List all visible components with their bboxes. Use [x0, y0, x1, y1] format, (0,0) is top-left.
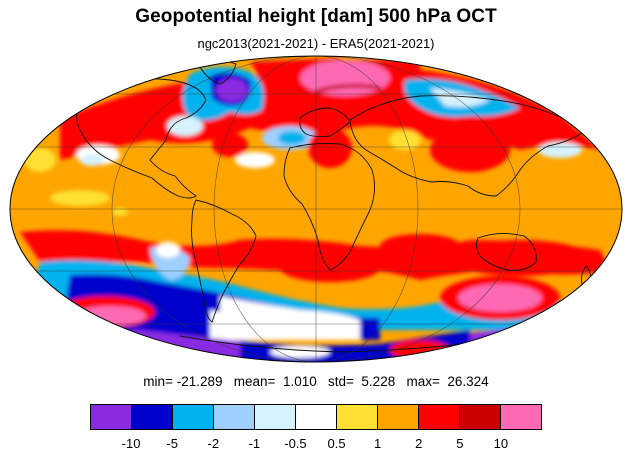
colorbar-tick-label: 1	[374, 436, 382, 451]
colorbar-box-3	[214, 405, 255, 429]
colorbar-box-7	[378, 405, 419, 429]
colorbar-tick-label: 2	[415, 436, 423, 451]
min-value: -21.289	[176, 374, 223, 389]
colorbar-box-5	[296, 405, 337, 429]
colorbar-tick-label: 5	[456, 436, 464, 451]
statistics-line: min= -21.289 mean= 1.010 std= 5.228 max=…	[0, 374, 632, 389]
std-label: std=	[328, 374, 354, 389]
colorbar-tick-label: -2	[207, 436, 220, 451]
colorbar-tick-label: 10	[493, 436, 509, 451]
colorbar-box-10	[501, 405, 541, 429]
graticule	[10, 56, 622, 362]
colorbar	[90, 404, 542, 430]
europe-outline	[299, 107, 351, 138]
colorbar-tick-label: -10	[121, 436, 141, 451]
colorbar-box-8	[419, 405, 460, 429]
north-america-outline	[76, 78, 207, 199]
australia-outline	[475, 233, 537, 271]
colorbar-box-2	[173, 405, 214, 429]
mean-value: 1.010	[282, 374, 317, 389]
colorbar-tick-label: 0.5	[327, 436, 346, 451]
plot-title: Geopotential height [dam] 500 hPa OCT	[135, 6, 497, 27]
plot-subtitle: ngc2013(2021-2021) - ERA5(2021-2021)	[197, 36, 435, 51]
max-label: max=	[406, 374, 440, 389]
colorbar-box-4	[255, 405, 296, 429]
colorbar-box-0	[91, 405, 132, 429]
min-label: min=	[143, 374, 173, 389]
max-value: 26.324	[447, 374, 489, 389]
asia-outline	[349, 95, 587, 197]
colorbar-tick-label: -1	[248, 436, 261, 451]
colorbar-tick-label: -5	[166, 436, 178, 451]
africa-outline	[283, 143, 375, 271]
mean-label: mean=	[233, 374, 276, 389]
colorbar-box-1	[132, 405, 173, 429]
colorbar-box-6	[337, 405, 378, 429]
colorbar-box-9	[460, 405, 501, 429]
colorbar-tick-label: -0.5	[284, 436, 307, 451]
std-value: 5.228	[361, 374, 396, 389]
south-america-outline	[191, 199, 257, 323]
globe-border	[9, 55, 623, 363]
